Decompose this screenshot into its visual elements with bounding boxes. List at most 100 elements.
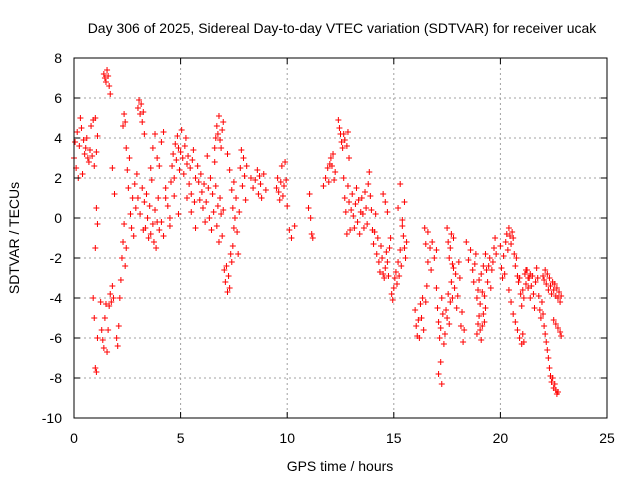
y-tick-label: -6 (50, 330, 63, 346)
axis-ticks (73, 57, 608, 419)
data-point (106, 303, 113, 309)
data-point (223, 263, 230, 269)
data-point (381, 275, 388, 281)
data-point (454, 293, 461, 299)
data-point (183, 195, 190, 201)
data-point (548, 379, 555, 385)
data-point (516, 275, 523, 281)
data-point (86, 147, 93, 153)
data-point (260, 171, 267, 177)
data-point (279, 193, 286, 199)
data-point (492, 235, 499, 241)
data-point (222, 279, 229, 285)
data-point (158, 139, 165, 145)
data-point (382, 199, 389, 205)
data-point (395, 205, 402, 211)
data-point (144, 215, 151, 221)
data-point (366, 169, 373, 175)
data-point (220, 119, 227, 125)
data-point (541, 323, 548, 329)
data-point (546, 275, 553, 281)
data-point (92, 115, 99, 121)
data-point (130, 233, 137, 239)
data-point (341, 137, 348, 143)
data-point (160, 233, 167, 239)
data-point (521, 271, 528, 277)
data-point (448, 231, 455, 237)
data-point (522, 281, 529, 287)
data-point (120, 123, 127, 129)
data-point (172, 141, 179, 147)
data-point (427, 245, 434, 251)
data-point (553, 285, 560, 291)
data-point (509, 229, 516, 235)
data-point (479, 323, 486, 329)
data-point (93, 369, 100, 375)
data-point (424, 229, 431, 235)
data-point (424, 259, 431, 265)
data-point (133, 171, 140, 177)
data-point (230, 225, 237, 231)
data-point (230, 179, 237, 185)
data-point (465, 257, 472, 263)
data-point (444, 315, 451, 321)
data-point (276, 197, 283, 203)
data-point (379, 255, 386, 261)
data-point (489, 259, 496, 265)
data-point (155, 195, 162, 201)
data-point (214, 203, 221, 209)
data-point (343, 231, 350, 237)
data-point (284, 203, 291, 209)
data-point (196, 197, 203, 203)
data-point (475, 321, 482, 327)
data-point (497, 243, 504, 249)
data-point (281, 183, 288, 189)
data-point (234, 229, 241, 235)
data-point (78, 125, 85, 131)
data-point (544, 347, 551, 353)
x-tick-labels: 0 5 10 15 20 25 (70, 430, 615, 446)
data-point (418, 315, 425, 321)
data-point (508, 299, 515, 305)
data-point (350, 213, 357, 219)
data-point (100, 345, 107, 351)
data-point (208, 227, 215, 233)
data-point (518, 303, 525, 309)
data-point (330, 151, 337, 157)
data-point (219, 127, 226, 133)
data-point (556, 289, 563, 295)
data-point (227, 251, 234, 257)
data-point (180, 171, 187, 177)
data-point (211, 145, 218, 151)
data-point (286, 227, 293, 233)
data-point (106, 83, 113, 89)
data-point (412, 307, 419, 313)
data-point (322, 175, 329, 181)
data-point (493, 251, 500, 257)
data-point (476, 313, 483, 319)
data-point (229, 243, 236, 249)
data-point (436, 335, 443, 341)
data-point (528, 283, 535, 289)
data-point (105, 73, 112, 79)
data-point (399, 217, 406, 223)
data-point (421, 225, 428, 231)
data-point (481, 319, 488, 325)
data-point (102, 301, 109, 307)
data-point (170, 151, 177, 157)
data-point (501, 271, 508, 277)
data-point (392, 269, 399, 275)
data-point (277, 179, 284, 185)
data-point (470, 279, 477, 285)
data-point (150, 239, 157, 245)
data-point (328, 163, 335, 169)
data-point (453, 305, 460, 311)
data-point (513, 255, 520, 261)
data-point (114, 343, 121, 349)
data-point (540, 311, 547, 317)
data-point (220, 207, 227, 213)
data-point (422, 241, 429, 247)
data-point (214, 131, 221, 137)
data-point (190, 147, 197, 153)
data-point (527, 271, 534, 277)
